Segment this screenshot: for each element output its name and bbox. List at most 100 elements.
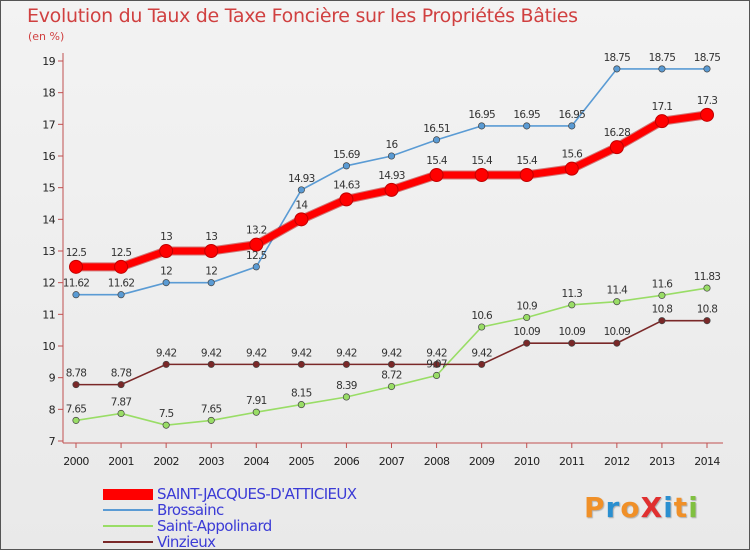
legend-swatch (103, 525, 153, 527)
data-label: 18.75 (604, 52, 631, 64)
data-label: 11.4 (607, 285, 629, 297)
legend: SAINT-JACQUES-D'ATTICIEUX Brossainc Saint-… (103, 485, 357, 551)
data-point (433, 360, 441, 368)
data-point (342, 360, 350, 368)
data-point (342, 162, 350, 170)
data-label: 7.91 (246, 395, 267, 407)
data-label: 10.8 (652, 304, 673, 316)
data-point (613, 298, 621, 306)
x-tick-label: 2006 (334, 455, 360, 468)
data-point (568, 301, 576, 309)
series-layer (69, 65, 714, 429)
legend-label: Vinzieux (157, 533, 216, 551)
data-label: 10.09 (513, 326, 540, 338)
data-point (700, 107, 714, 122)
data-point (478, 323, 486, 331)
data-label: 9.42 (471, 347, 492, 359)
data-label: 17.3 (697, 95, 718, 107)
axes: 7 8 9 10 11 12 13 14 15 16 17 18 19 2000 2001 2002 2003 2… (42, 53, 723, 468)
data-label: 8.15 (291, 388, 312, 400)
logo-letter: P (584, 491, 606, 524)
legend-label: SAINT-JACQUES-D'ATTICIEUX (157, 485, 357, 503)
data-point (478, 360, 486, 368)
data-point (654, 114, 669, 129)
data-label: 12.5 (66, 247, 87, 259)
logo-letter: o (620, 491, 641, 524)
data-label: 8.78 (111, 368, 132, 380)
data-label: 7.65 (201, 403, 222, 415)
data-label: 10.8 (697, 304, 718, 316)
data-label: 13 (205, 231, 217, 243)
data-point (564, 161, 579, 176)
data-point (252, 360, 260, 368)
data-label: 16 (386, 139, 399, 151)
data-point (339, 192, 354, 207)
data-label: 16.28 (604, 127, 631, 139)
y-tick-label: 17 (42, 118, 55, 131)
data-label: 15.4 (426, 155, 448, 167)
logo-letter: i (688, 491, 699, 524)
legend-item: Vinzieux (103, 533, 356, 551)
data-label: 16.95 (559, 109, 586, 121)
data-label: 9.42 (156, 347, 177, 359)
logo-letter: i (663, 491, 674, 524)
data-point (249, 237, 264, 252)
legend-swatch (103, 509, 153, 511)
data-point (117, 291, 125, 299)
data-label: 9.07 (426, 358, 447, 370)
data-label: 14.93 (288, 173, 315, 185)
data-label: 7.65 (66, 403, 87, 415)
data-label: 10.9 (516, 301, 537, 313)
data-point (252, 408, 260, 416)
data-label: 11.62 (108, 278, 135, 290)
unit-label: (en %) (28, 30, 65, 43)
legend-item: Saint-Appolinard (103, 517, 356, 535)
data-point (703, 65, 711, 73)
data-label: 18.75 (694, 52, 721, 64)
data-label: 15.4 (471, 155, 493, 167)
data-label: 12 (160, 266, 172, 278)
x-tick-label: 2010 (514, 455, 540, 468)
x-tick-label: 2002 (153, 455, 179, 468)
data-label: 9.42 (381, 347, 402, 359)
x-tick-label: 2009 (469, 455, 495, 468)
data-point (613, 339, 621, 347)
data-label: 13.2 (246, 225, 267, 237)
legend-item: SAINT-JACQUES-D'ATTICIEUX (103, 485, 357, 503)
x-tick-label: 2005 (289, 455, 315, 468)
data-labels-layer: 11.62 11.62 12 12 12.5 14.93 15.69 16 16.51 16.95… (63, 52, 721, 420)
y-tick-label: 16 (42, 150, 55, 163)
data-label: 13 (160, 231, 172, 243)
x-tick-label: 2000 (63, 455, 89, 468)
data-label: 8.78 (66, 368, 87, 380)
x-tick-label: 2013 (649, 455, 675, 468)
data-point (387, 360, 396, 368)
x-tick-label: 2008 (424, 455, 450, 468)
data-label: 14 (295, 199, 308, 211)
y-tick-label: 13 (42, 245, 55, 258)
data-point (658, 317, 666, 325)
data-label: 11.3 (561, 288, 582, 300)
data-point (474, 168, 489, 182)
data-point (69, 259, 83, 274)
logo-letter: t (673, 491, 689, 524)
x-tick-label: 2011 (559, 455, 585, 468)
data-label: 12.5 (246, 250, 267, 262)
data-label: 7.87 (111, 396, 132, 408)
y-tick-label: 9 (49, 372, 56, 385)
legend-label: Saint-Appolinard (157, 517, 272, 535)
data-label: 15.69 (333, 149, 360, 161)
data-point (72, 381, 80, 389)
data-point (384, 182, 399, 197)
data-label: 16.95 (468, 109, 495, 121)
series-1 (72, 65, 711, 299)
data-label: 11.83 (694, 271, 721, 283)
proxiti-logo: ProXiti (584, 491, 699, 524)
data-label: 7.5 (159, 408, 174, 420)
data-label: 15.6 (561, 149, 583, 161)
data-label: 10.09 (559, 326, 586, 338)
data-label: 12 (205, 266, 217, 278)
y-tick-label: 8 (49, 403, 56, 416)
